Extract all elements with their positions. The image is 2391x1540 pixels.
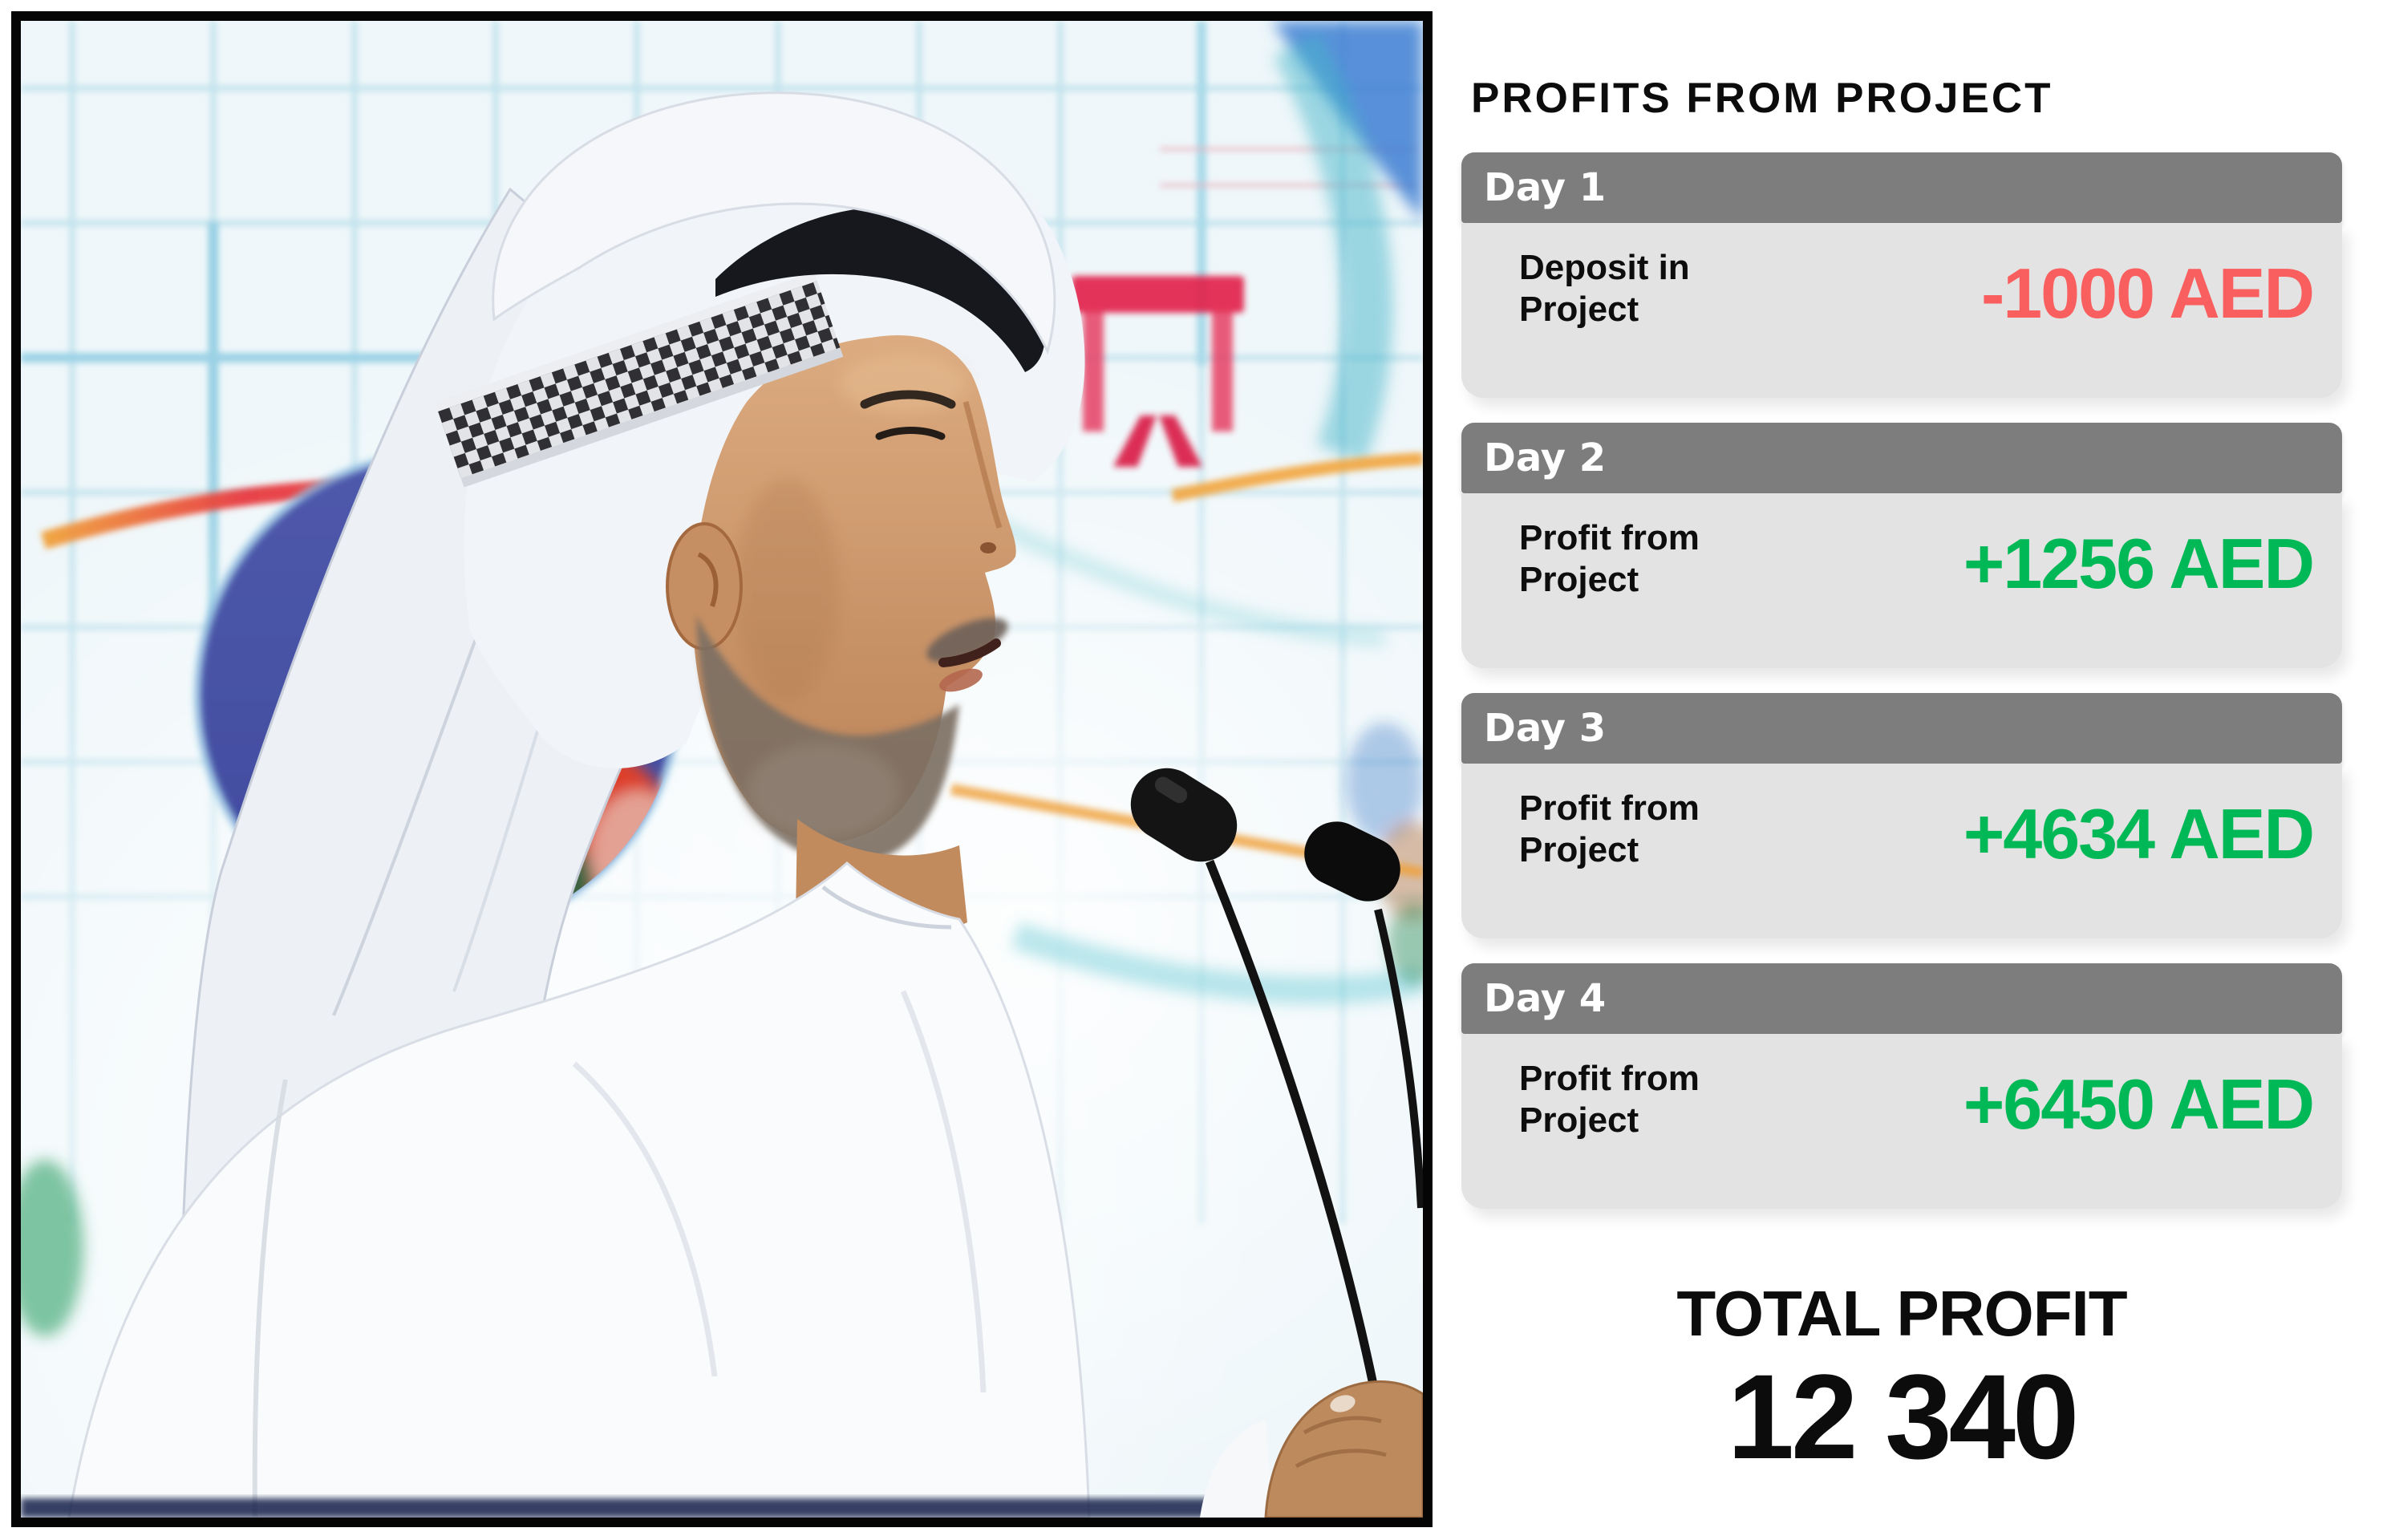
page-title: PROFITS FROM PROJECT	[1471, 75, 2053, 122]
day-card-body: Deposit in Project -1000 AED	[1461, 223, 2342, 398]
eye	[875, 427, 946, 440]
day-description: Profit from Project	[1519, 1058, 1700, 1141]
day-card-2: Day 2 Profit from Project +1256 AED	[1461, 423, 2342, 668]
day-card-header: Day 3	[1461, 693, 2342, 764]
day-label: Day 3	[1484, 706, 1607, 751]
day-card-header: Day 2	[1461, 423, 2342, 493]
day-amount: +1256 AED	[1963, 524, 2315, 603]
day-amount: +4634 AED	[1963, 794, 2315, 873]
speaker-figure	[67, 91, 1091, 1518]
bottom-strip	[21, 1498, 1423, 1518]
ghutra-band	[435, 271, 844, 488]
photo-scene	[21, 21, 1423, 1518]
day-card-body: Profit from Project +1256 AED	[1461, 493, 2342, 668]
total-profit-label: TOTAL PROFIT	[1676, 1278, 2127, 1349]
total-profit-value: 12 340	[1727, 1349, 2080, 1484]
day-card-3: Day 3 Profit from Project +4634 AED	[1461, 693, 2342, 938]
day-description: Profit from Project	[1519, 788, 1700, 871]
mustache	[926, 618, 1008, 663]
red-gate-icon	[1072, 276, 1244, 467]
day-amount: +6450 AED	[1963, 1064, 2315, 1144]
day-amount: -1000 AED	[1980, 253, 2315, 333]
day-description-line1: Profit from	[1519, 518, 1700, 557]
day-description-line2: Project	[1519, 830, 1639, 869]
day-description: Profit from Project	[1519, 517, 1700, 601]
mouth	[938, 638, 1001, 667]
day-description-line2: Project	[1519, 1100, 1639, 1140]
day-card-1: Day 1 Deposit in Project -1000 AED	[1461, 152, 2342, 398]
day-label: Day 4	[1484, 976, 1607, 1021]
ghutra-top	[492, 91, 1056, 355]
day-label: Day 2	[1484, 436, 1607, 480]
day-card-4: Day 4 Profit from Project +6450 AED	[1461, 963, 2342, 1209]
kandura	[67, 861, 1091, 1518]
day-cards: Day 1 Deposit in Project -1000 AED Day 2…	[1461, 152, 2342, 1209]
mic-right-stem	[1374, 908, 1423, 1209]
speaker-photo	[11, 11, 1433, 1527]
mic-left-head	[1130, 768, 1238, 862]
day-description-line1: Profit from	[1519, 788, 1700, 828]
speaker-hand	[1200, 1380, 1423, 1518]
mic-right-head	[1304, 821, 1400, 902]
day-card-header: Day 4	[1461, 963, 2342, 1034]
eyebrow	[860, 390, 956, 409]
day-label: Day 1	[1484, 165, 1607, 210]
day-description-line1: Profit from	[1519, 1059, 1700, 1098]
teal-swirl	[21, 21, 1423, 1336]
day-description-line1: Deposit in	[1519, 248, 1690, 287]
day-card-body: Profit from Project +6450 AED	[1461, 1034, 2342, 1209]
day-description-line2: Project	[1519, 560, 1639, 599]
day-description-line2: Project	[1519, 290, 1639, 329]
day-card-body: Profit from Project +4634 AED	[1461, 764, 2342, 938]
day-description: Deposit in Project	[1519, 247, 1690, 330]
day-card-header: Day 1	[1461, 152, 2342, 223]
